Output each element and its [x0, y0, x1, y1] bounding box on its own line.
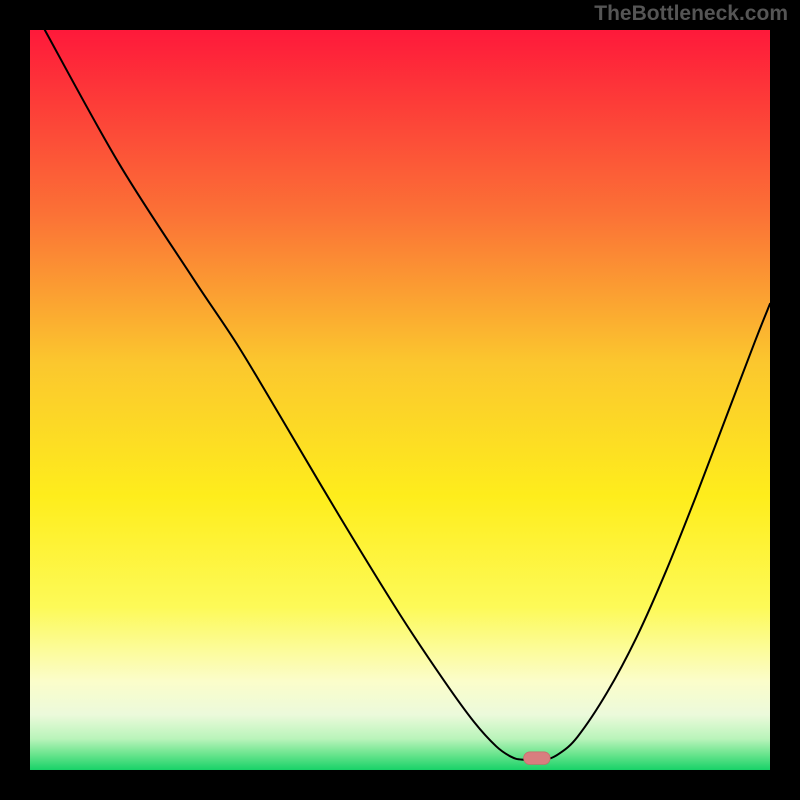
optimal-point-marker [524, 752, 551, 765]
watermark-text: TheBottleneck.com [594, 2, 788, 26]
plot-background [30, 30, 770, 770]
bottleneck-chart [0, 0, 800, 800]
chart-container: TheBottleneck.com [0, 0, 800, 800]
